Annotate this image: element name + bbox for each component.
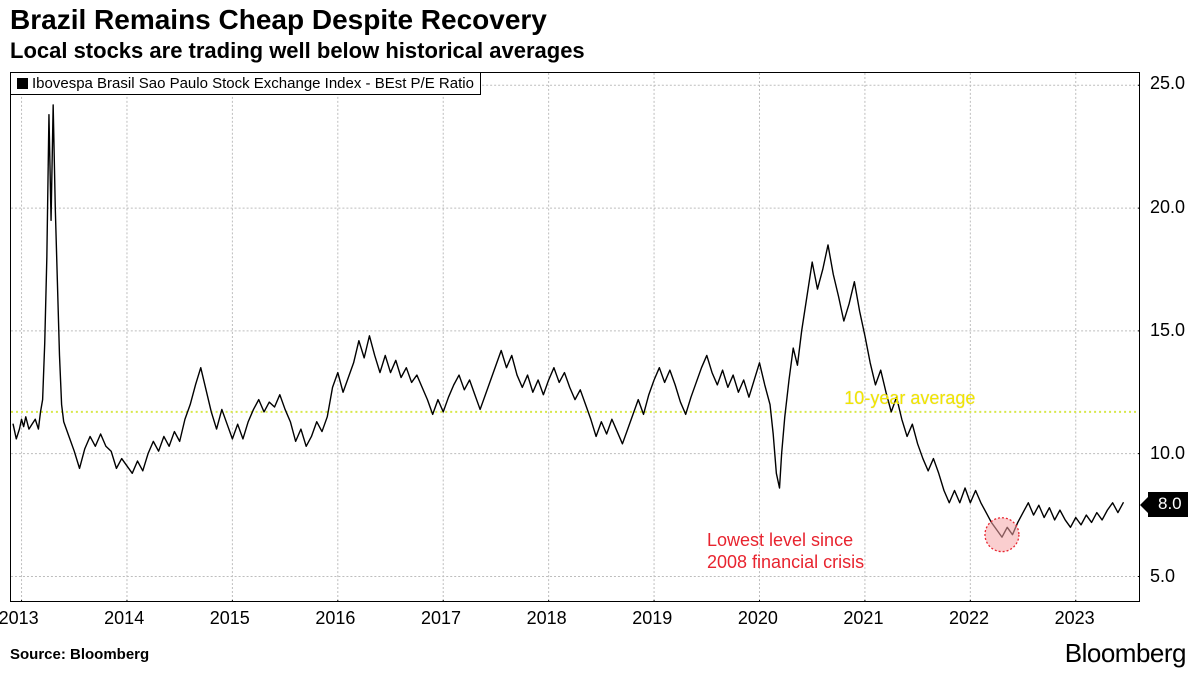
x-tick-label: 2021 [843, 608, 883, 629]
y-tick-label: 25.0 [1150, 73, 1185, 94]
source-text: Source: Bloomberg [10, 646, 149, 663]
last-value-badge: 8.0 [1148, 492, 1188, 516]
annotation-lowest: Lowest level since2008 financial crisis [707, 530, 864, 573]
y-tick-label: 5.0 [1150, 566, 1175, 587]
x-tick-label: 2015 [210, 608, 250, 629]
chart-plot [10, 72, 1140, 602]
y-tick-label: 15.0 [1150, 320, 1185, 341]
legend: Ibovespa Brasil Sao Paulo Stock Exchange… [10, 72, 481, 95]
x-tick-label: 2022 [949, 608, 989, 629]
brand-text: Bloomberg [1065, 638, 1186, 669]
x-tick-label: 2018 [527, 608, 567, 629]
chart-subtitle: Local stocks are trading well below hist… [10, 38, 585, 64]
x-tick-label: 2023 [1055, 608, 1095, 629]
chart-title: Brazil Remains Cheap Despite Recovery [10, 4, 547, 36]
y-tick-label: 20.0 [1150, 197, 1185, 218]
legend-label: Ibovespa Brasil Sao Paulo Stock Exchange… [32, 75, 474, 92]
y-tick-label: 10.0 [1150, 443, 1185, 464]
chart-container [10, 72, 1140, 602]
annotation-average: 10-year average [844, 388, 975, 409]
x-tick-label: 2019 [632, 608, 672, 629]
x-tick-label: 2014 [104, 608, 144, 629]
x-tick-label: 2016 [315, 608, 355, 629]
x-tick-label: 2017 [421, 608, 461, 629]
x-tick-label: 2013 [0, 608, 39, 629]
legend-swatch [17, 78, 28, 89]
x-tick-label: 2020 [738, 608, 778, 629]
